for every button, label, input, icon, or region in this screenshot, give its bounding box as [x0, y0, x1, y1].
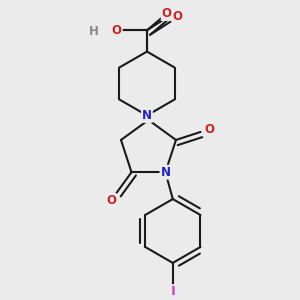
- Text: O: O: [172, 10, 182, 23]
- Text: H: H: [87, 24, 97, 37]
- Text: O: O: [112, 24, 122, 37]
- Text: O: O: [162, 7, 172, 20]
- Text: H: H: [89, 25, 99, 38]
- Text: N: N: [142, 109, 152, 122]
- Text: O: O: [204, 123, 214, 136]
- Text: I: I: [170, 285, 175, 298]
- Text: O: O: [112, 24, 122, 37]
- Text: N: N: [160, 166, 170, 179]
- Text: O: O: [106, 194, 116, 207]
